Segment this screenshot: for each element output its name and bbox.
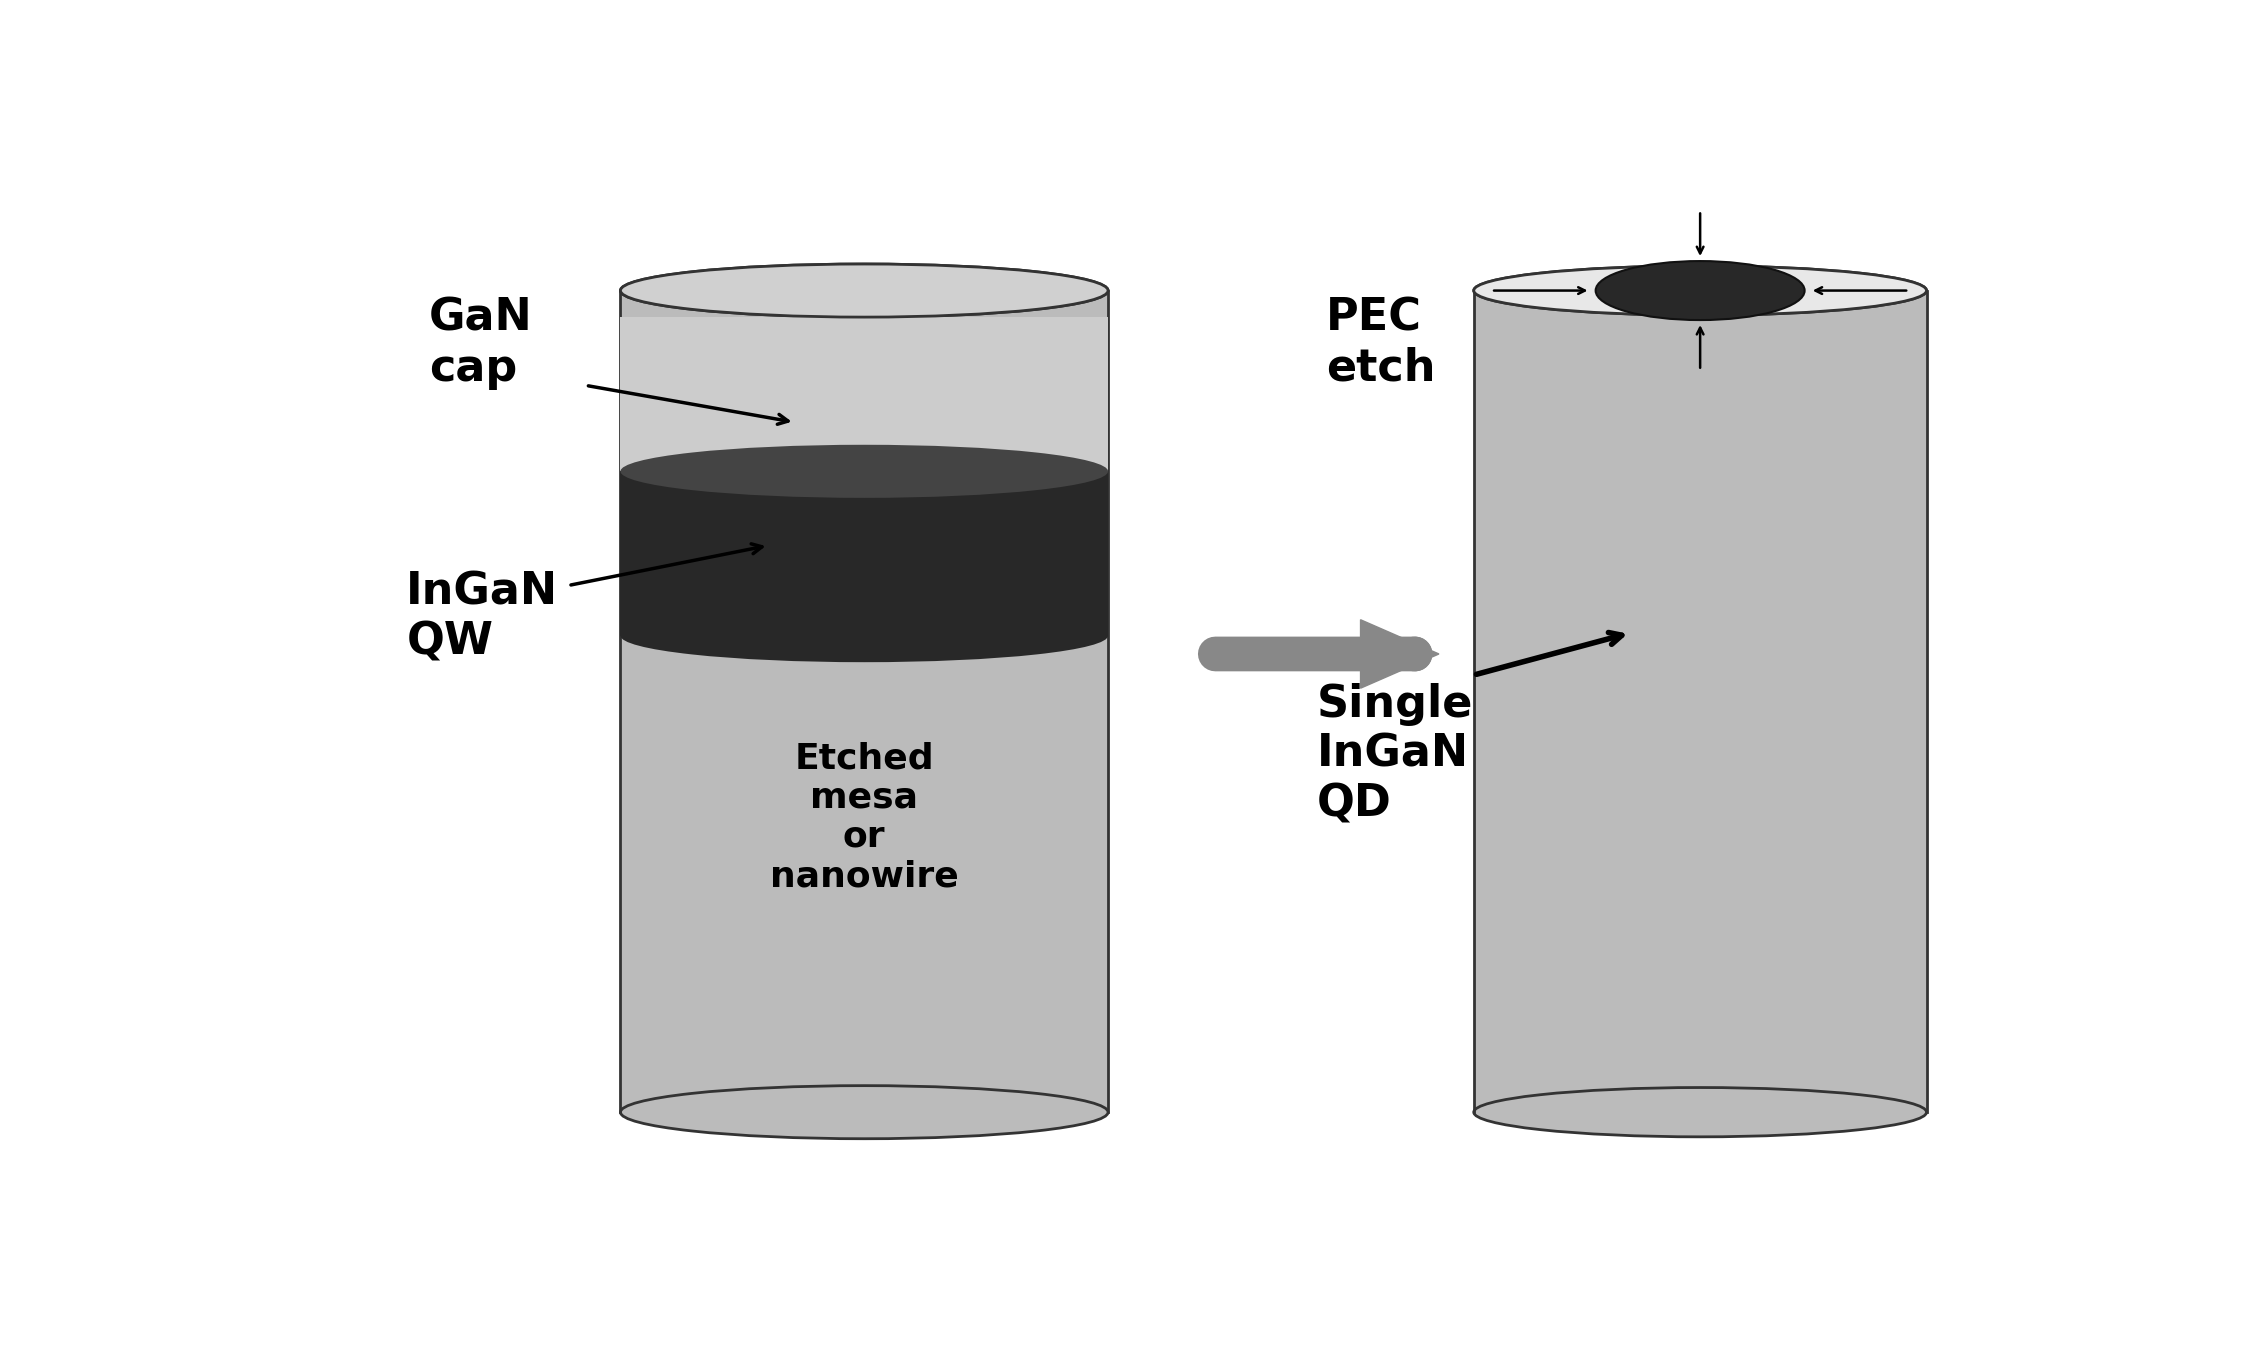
Ellipse shape	[620, 445, 1108, 498]
Text: InGaN
QW: InGaN QW	[407, 570, 560, 663]
Ellipse shape	[620, 264, 1108, 317]
Polygon shape	[620, 290, 1108, 1112]
Polygon shape	[1213, 620, 1438, 688]
Text: GaN
cap: GaN cap	[429, 297, 533, 390]
Ellipse shape	[620, 264, 1108, 317]
Polygon shape	[620, 472, 1108, 636]
Text: PEC
etch: PEC etch	[1326, 297, 1436, 390]
Ellipse shape	[620, 1086, 1108, 1138]
Text: Single
InGaN
QD: Single InGaN QD	[1317, 683, 1474, 825]
Polygon shape	[620, 317, 1108, 472]
Polygon shape	[1474, 290, 1926, 1112]
Ellipse shape	[1474, 265, 1926, 315]
Text: Etched
mesa
or
nanowire: Etched mesa or nanowire	[771, 741, 959, 893]
Ellipse shape	[620, 609, 1108, 662]
Ellipse shape	[1474, 1088, 1926, 1137]
Ellipse shape	[1474, 265, 1926, 315]
Ellipse shape	[1595, 261, 1804, 320]
